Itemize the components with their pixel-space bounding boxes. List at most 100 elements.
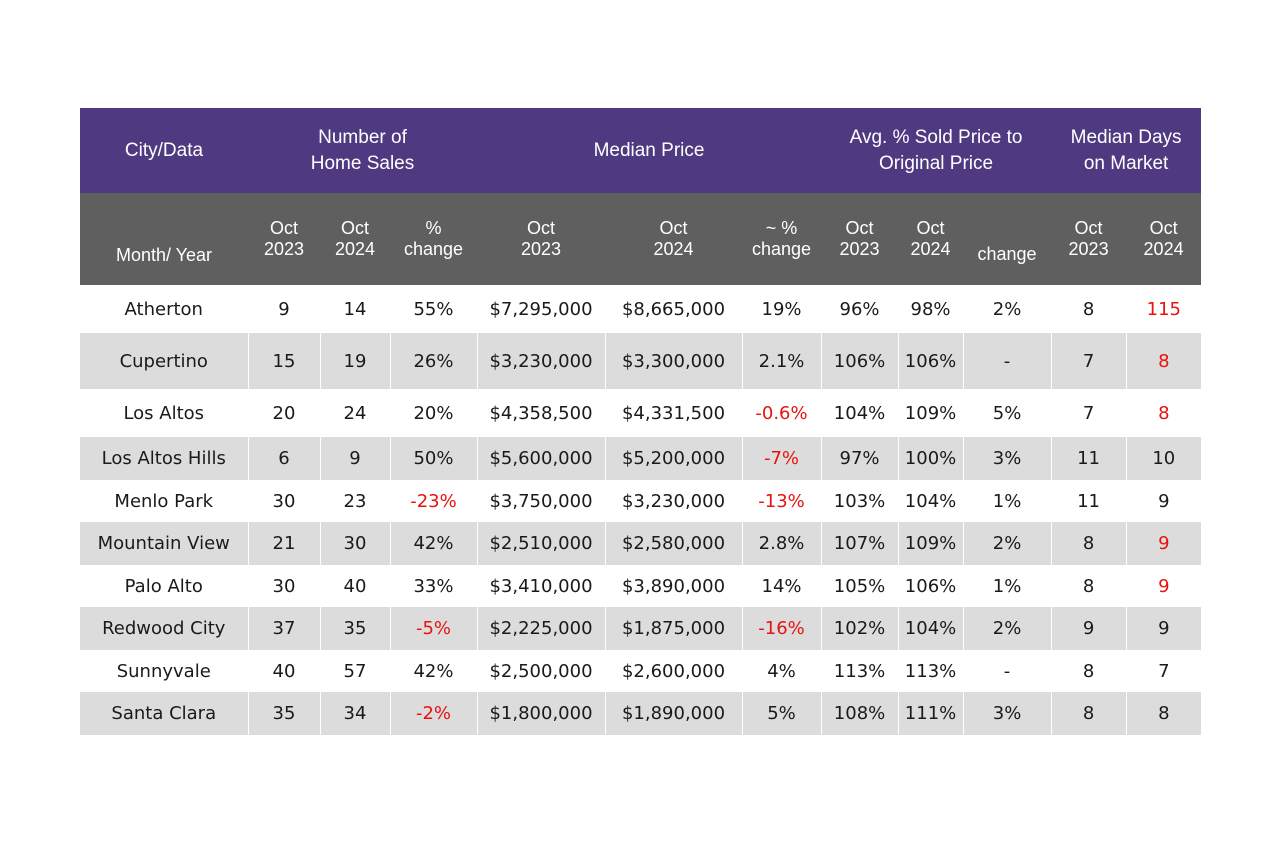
cell-city: Mountain View bbox=[80, 522, 249, 565]
cell-sales-2023: 40 bbox=[248, 650, 321, 692]
cell-days-2023: 7 bbox=[1051, 389, 1127, 437]
cell-sales-change: 42% bbox=[390, 650, 478, 692]
cell-sales-2024: 19 bbox=[320, 333, 391, 389]
cell-days-2024: 8 bbox=[1158, 402, 1170, 424]
cell-sales-change: 33% bbox=[390, 565, 478, 607]
cell-days-2024: 8 bbox=[1126, 692, 1202, 735]
cell-sold-2023: 105% bbox=[821, 565, 899, 607]
cell-sold-change: 3% bbox=[963, 692, 1052, 735]
cell-price-2023: $7,295,000 bbox=[477, 285, 606, 333]
cell-sales-2024: 40 bbox=[320, 565, 391, 607]
cell-price-2023: $5,600,000 bbox=[477, 437, 606, 480]
cell-sold-change: 1% bbox=[963, 480, 1052, 522]
cell-sold-change: 2% bbox=[963, 285, 1052, 333]
cell-price-2023: $3,750,000 bbox=[477, 480, 606, 522]
cell-sales-change: 20% bbox=[390, 389, 478, 437]
cell-price-change: 4% bbox=[742, 650, 822, 692]
cell-sold-2024: 106% bbox=[898, 565, 964, 607]
market-stats-table: City/Data Number of Home Sales Median Pr… bbox=[80, 108, 1202, 735]
group-header-home-sales: Number of Home Sales bbox=[248, 108, 477, 193]
sub-header-sold-2023: Oct 2023 bbox=[821, 193, 899, 285]
sub-header-sales-change: % change bbox=[390, 193, 477, 285]
cell-days-2023: 8 bbox=[1051, 285, 1127, 333]
cell-price-change: 19% bbox=[742, 285, 822, 333]
cell-price-2023: $3,410,000 bbox=[477, 565, 606, 607]
cell-price-change: -7% bbox=[742, 437, 822, 480]
cell-city: Palo Alto bbox=[80, 565, 249, 607]
group-header-row: City/Data Number of Home Sales Median Pr… bbox=[80, 108, 1202, 193]
cell-price-change: -13% bbox=[742, 480, 822, 522]
sub-header-days-2023: Oct 2023 bbox=[1051, 193, 1127, 285]
table-body: Atherton 9 14 55% $7,295,000 $8,665,000 19% 96%… bbox=[80, 285, 1202, 735]
cell-days-2024: 7 bbox=[1158, 660, 1170, 682]
cell-price-change: -16% bbox=[742, 607, 822, 650]
cell-city: Redwood City bbox=[80, 607, 249, 650]
cell-sales-2024: 9 bbox=[320, 437, 391, 480]
cell-sold-2023: 103% bbox=[821, 480, 899, 522]
cell-sales-2023: 9 bbox=[248, 285, 321, 333]
cell-sold-2023: 106% bbox=[821, 333, 899, 389]
sub-header-row: Month/ Year Oct 2023 Oct 2024 % change O… bbox=[80, 193, 1202, 285]
cell-price-2023: $1,800,000 bbox=[477, 692, 606, 735]
cell-sold-2023: 96% bbox=[821, 285, 899, 333]
cell-days-2024: 8 bbox=[1126, 333, 1202, 389]
cell-days-2024: 9 bbox=[1126, 522, 1202, 565]
cell-price-2024: $2,600,000 bbox=[605, 650, 743, 692]
cell-sold-2023: 107% bbox=[821, 522, 899, 565]
cell-price-2023: $4,358,500 bbox=[477, 389, 606, 437]
cell-sales-change: -23% bbox=[390, 480, 478, 522]
cell-city: Los Altos Hills bbox=[80, 437, 249, 480]
cell-price-2024: $3,230,000 bbox=[605, 480, 743, 522]
group-header-median-price: Median Price bbox=[477, 108, 822, 193]
cell-sold-change: 2% bbox=[963, 607, 1052, 650]
sub-header-month-year: Month/ Year bbox=[80, 193, 248, 285]
group-header-city: City/Data bbox=[80, 108, 248, 193]
group-header-sold-to-original: Avg. % Sold Price to Original Price bbox=[821, 108, 1052, 193]
cell-sold-2024: 104% bbox=[898, 607, 964, 650]
sub-header-price-change: ~ % change bbox=[742, 193, 822, 285]
cell-sold-2023: 108% bbox=[821, 692, 899, 735]
cell-sold-2024: 111% bbox=[898, 692, 964, 735]
cell-sales-change: 42% bbox=[390, 522, 478, 565]
table-row: Redwood City 37 35 -5% $2,225,000 $1,875,000-… bbox=[80, 607, 1202, 650]
cell-city: Sunnyvale bbox=[80, 650, 249, 692]
table-row: Palo Alto 30 40 33% $3,410,000 $3,890,000 14% 1… bbox=[80, 565, 1201, 607]
group-header-days-on-market: Median Days on Market bbox=[1051, 108, 1202, 193]
cell-price-change: -0.6% bbox=[742, 389, 822, 437]
cell-sold-2024: 106% bbox=[898, 333, 964, 389]
cell-price-change: 5% bbox=[742, 692, 822, 735]
cell-price-2023: $3,230,000 bbox=[477, 333, 606, 389]
cell-days-2023: 8 bbox=[1051, 650, 1127, 692]
cell-sold-2024: 113% bbox=[898, 650, 964, 692]
table-row: Los Altos Hills 6 9 50% $5,600,000 $5,200,000… bbox=[80, 437, 1202, 480]
cell-sales-2023: 30 bbox=[248, 480, 321, 522]
cell-sales-2024: 30 bbox=[320, 522, 391, 565]
cell-sales-change: 26% bbox=[390, 333, 478, 389]
table-row: Menlo Park 30 23 -23% $3,750,000 $3,230,000 -1… bbox=[80, 480, 1201, 522]
cell-sales-2023: 30 bbox=[248, 565, 321, 607]
cell-days-2023: 8 bbox=[1051, 565, 1127, 607]
cell-sold-change: - bbox=[963, 650, 1052, 692]
cell-city: Santa Clara bbox=[80, 692, 249, 735]
sub-header-sold-2024: Oct 2024 bbox=[898, 193, 964, 285]
cell-days-2023: 9 bbox=[1051, 607, 1127, 650]
table-row: Cupertino 15 19 26% $3,230,000 $3,300,000 2.1%… bbox=[80, 333, 1202, 389]
sub-header-sales-2023: Oct 2023 bbox=[248, 193, 320, 285]
cell-sales-2023: 37 bbox=[248, 607, 321, 650]
cell-sales-change: -5% bbox=[390, 607, 478, 650]
cell-sold-2024: 109% bbox=[898, 522, 964, 565]
cell-days-2024: 9 bbox=[1158, 575, 1170, 597]
cell-price-2024: $3,300,000 bbox=[605, 333, 743, 389]
sub-header-price-2024: Oct 2024 bbox=[605, 193, 742, 285]
cell-price-change: 14% bbox=[742, 565, 822, 607]
cell-sold-change: 5% bbox=[963, 389, 1052, 437]
cell-sold-2024: 104% bbox=[898, 480, 964, 522]
cell-days-2024: 9 bbox=[1158, 490, 1170, 512]
cell-days-2023: 11 bbox=[1051, 437, 1127, 480]
cell-city: Menlo Park bbox=[80, 480, 249, 522]
cell-sales-2024: 14 bbox=[320, 285, 391, 333]
table-row: Los Altos 20 24 20% $4,358,500 $4,331,500 -0.6… bbox=[80, 389, 1201, 437]
cell-price-change: 2.8% bbox=[742, 522, 822, 565]
cell-sales-2023: 6 bbox=[248, 437, 321, 480]
sub-header-days-2024: Oct 2024 bbox=[1126, 193, 1202, 285]
